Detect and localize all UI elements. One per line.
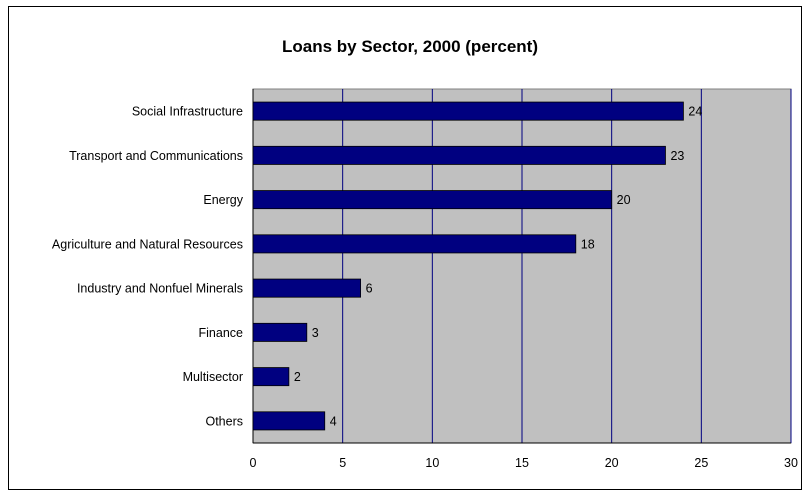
bar — [252, 145, 666, 165]
data-label: 2 — [294, 370, 301, 384]
x-tick-label: 0 — [250, 456, 257, 470]
data-label: 3 — [312, 326, 319, 340]
x-tick-label: 5 — [339, 456, 346, 470]
category-label: Energy — [203, 193, 243, 207]
data-label: 4 — [330, 414, 337, 428]
data-label: 20 — [617, 193, 631, 207]
bar — [252, 190, 613, 210]
data-label: 24 — [688, 105, 702, 119]
bar — [252, 278, 361, 298]
category-label: Industry and Nonfuel Minerals — [77, 282, 243, 296]
bar — [252, 234, 577, 254]
data-label: 6 — [366, 282, 373, 296]
bar — [252, 411, 326, 431]
bar — [252, 367, 290, 387]
category-label: Social Infrastructure — [132, 105, 243, 119]
category-label: Transport and Communications — [69, 149, 243, 163]
category-label: Multisector — [183, 370, 243, 384]
chart-title: Loans by Sector, 2000 (percent) — [282, 37, 538, 56]
bar — [252, 322, 308, 342]
category-label: Agriculture and Natural Resources — [52, 237, 243, 251]
x-tick-label: 10 — [425, 456, 439, 470]
x-tick-label: 15 — [515, 456, 529, 470]
category-label: Finance — [199, 326, 244, 340]
data-label: 23 — [670, 149, 684, 163]
data-label: 18 — [581, 237, 595, 251]
bar — [252, 101, 684, 121]
x-tick-label: 25 — [694, 456, 708, 470]
category-label: Others — [205, 414, 243, 428]
x-tick-label: 30 — [784, 456, 798, 470]
x-tick-label: 20 — [605, 456, 619, 470]
